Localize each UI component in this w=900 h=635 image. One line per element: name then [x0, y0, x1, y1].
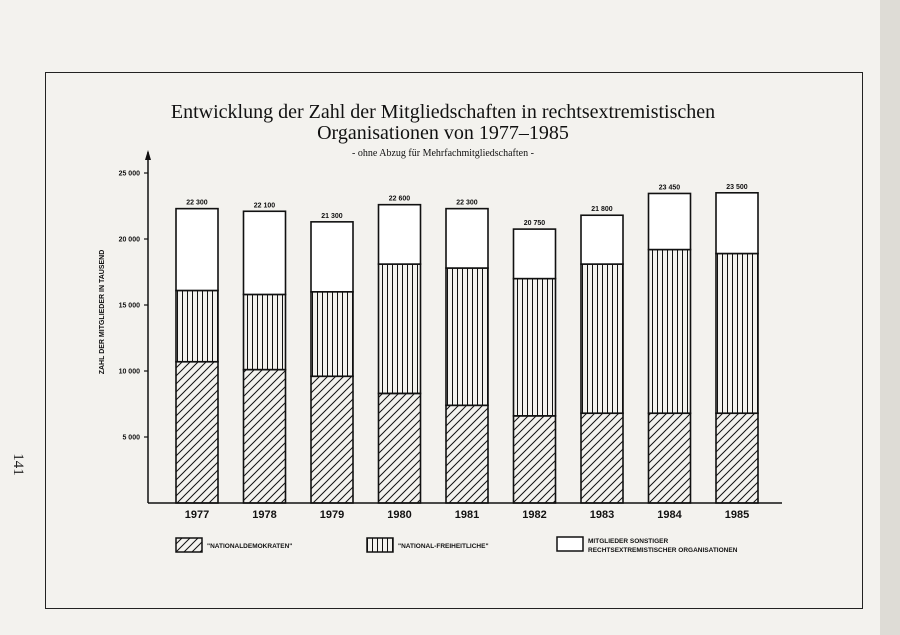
legend-label-sonstige-line1: MITGLIEDER SONSTIGER [588, 538, 668, 545]
bar-segment-sonstige [175, 207, 219, 292]
bar-segment-national-freiheitliche [310, 290, 354, 378]
bar-segment-national-freiheitliche [647, 248, 692, 415]
bar-segment-national-freiheitliche [175, 289, 219, 363]
legend-swatch-nationaldemokraten [175, 537, 203, 553]
y-tick-label: 25 000 [119, 171, 141, 178]
bar-segment-sonstige [242, 210, 287, 296]
legend-swatch-sonstige [556, 536, 584, 552]
y-tick-label: 20 000 [119, 237, 141, 244]
bar-segment-national-freiheitliche [580, 263, 624, 415]
bars [175, 192, 759, 504]
page-edge [880, 0, 900, 635]
x-tick-label: 1984 [657, 509, 682, 521]
bar-segment-sonstige [377, 203, 422, 265]
bar-total-label: 21 800 [591, 206, 613, 213]
bar-segment-national-freiheitliche [445, 267, 489, 407]
x-tick-label: 1983 [590, 509, 614, 521]
bar-total-label: 23 500 [726, 184, 748, 191]
bar-segment-nationaldemokraten [310, 375, 354, 504]
bar-segment-national-freiheitliche [377, 263, 422, 395]
x-tick-label: 1985 [725, 509, 749, 521]
legend-label-nationaldemokraten: "NATIONALDEMOKRATEN" [207, 543, 292, 550]
bar-total-label: 21 300 [321, 213, 343, 220]
labels: 22 300 1977 22 100 1978 21 300 1979 22 600 1980… [185, 184, 749, 521]
bar-segment-nationaldemokraten [377, 392, 422, 504]
x-tick-label: 1979 [320, 509, 344, 521]
bar-segment-sonstige [647, 192, 692, 251]
bar-total-label: 23 450 [659, 184, 681, 191]
bar-total-label: 20 750 [524, 220, 546, 227]
bar-segment-nationaldemokraten [242, 368, 287, 504]
bar-segment-national-freiheitliche [715, 252, 759, 415]
y-axis-label: ZAHL DER MITGLIEDER IN TAUSEND [99, 250, 106, 375]
bar-segment-sonstige [445, 207, 489, 269]
x-tick-label: 1978 [252, 509, 276, 521]
bar-segment-sonstige [512, 228, 557, 280]
legend-label-sonstige-line2: RECHTSEXTREMISTISCHER ORGANISATIONEN [588, 547, 738, 554]
bar-segment-sonstige [580, 214, 624, 265]
bar-segment-sonstige [310, 221, 354, 293]
chart-title-line1: Entwicklung der Zahl der Mitgliedschafte… [171, 101, 715, 123]
legend: "NATIONALDEMOKRATEN" "NATIONAL-FREIHEITL… [175, 536, 738, 554]
bar-total-label: 22 600 [389, 196, 411, 203]
y-axis-arrow-icon [145, 150, 151, 160]
chart-title-line2: Organisationen von 1977–1985 [317, 122, 569, 144]
chart-frame [45, 72, 863, 609]
bar-segment-nationaldemokraten [175, 360, 219, 504]
bar-segment-national-freiheitliche [512, 277, 557, 417]
bar-segment-nationaldemokraten [445, 404, 489, 504]
y-tick-label: 5 000 [122, 435, 140, 442]
bar-segment-nationaldemokraten [512, 415, 557, 504]
legend-label-national-freiheitliche: "NATIONAL-FREIHEITLICHE" [398, 543, 489, 550]
legend-swatch-national-freiheitliche [366, 537, 394, 553]
bar-segment-nationaldemokraten [715, 412, 759, 504]
x-tick-label: 1981 [455, 509, 479, 521]
chart-subtitle: - ohne Abzug für Mehrfachmitgliedschafte… [352, 148, 534, 159]
bar-total-label: 22 300 [186, 200, 208, 207]
y-tick-label: 10 000 [119, 369, 141, 376]
x-tick-label: 1982 [522, 509, 546, 521]
x-tick-label: 1980 [387, 509, 411, 521]
x-tick-label: 1977 [185, 509, 209, 521]
bar-total-label: 22 100 [254, 202, 276, 209]
bar-segment-nationaldemokraten [647, 412, 692, 504]
bar-total-label: 22 300 [456, 200, 478, 207]
bar-segment-nationaldemokraten [580, 412, 624, 504]
bar-segment-sonstige [715, 192, 759, 255]
y-tick-label: 15 000 [119, 303, 141, 310]
bar-segment-national-freiheitliche [242, 293, 287, 371]
